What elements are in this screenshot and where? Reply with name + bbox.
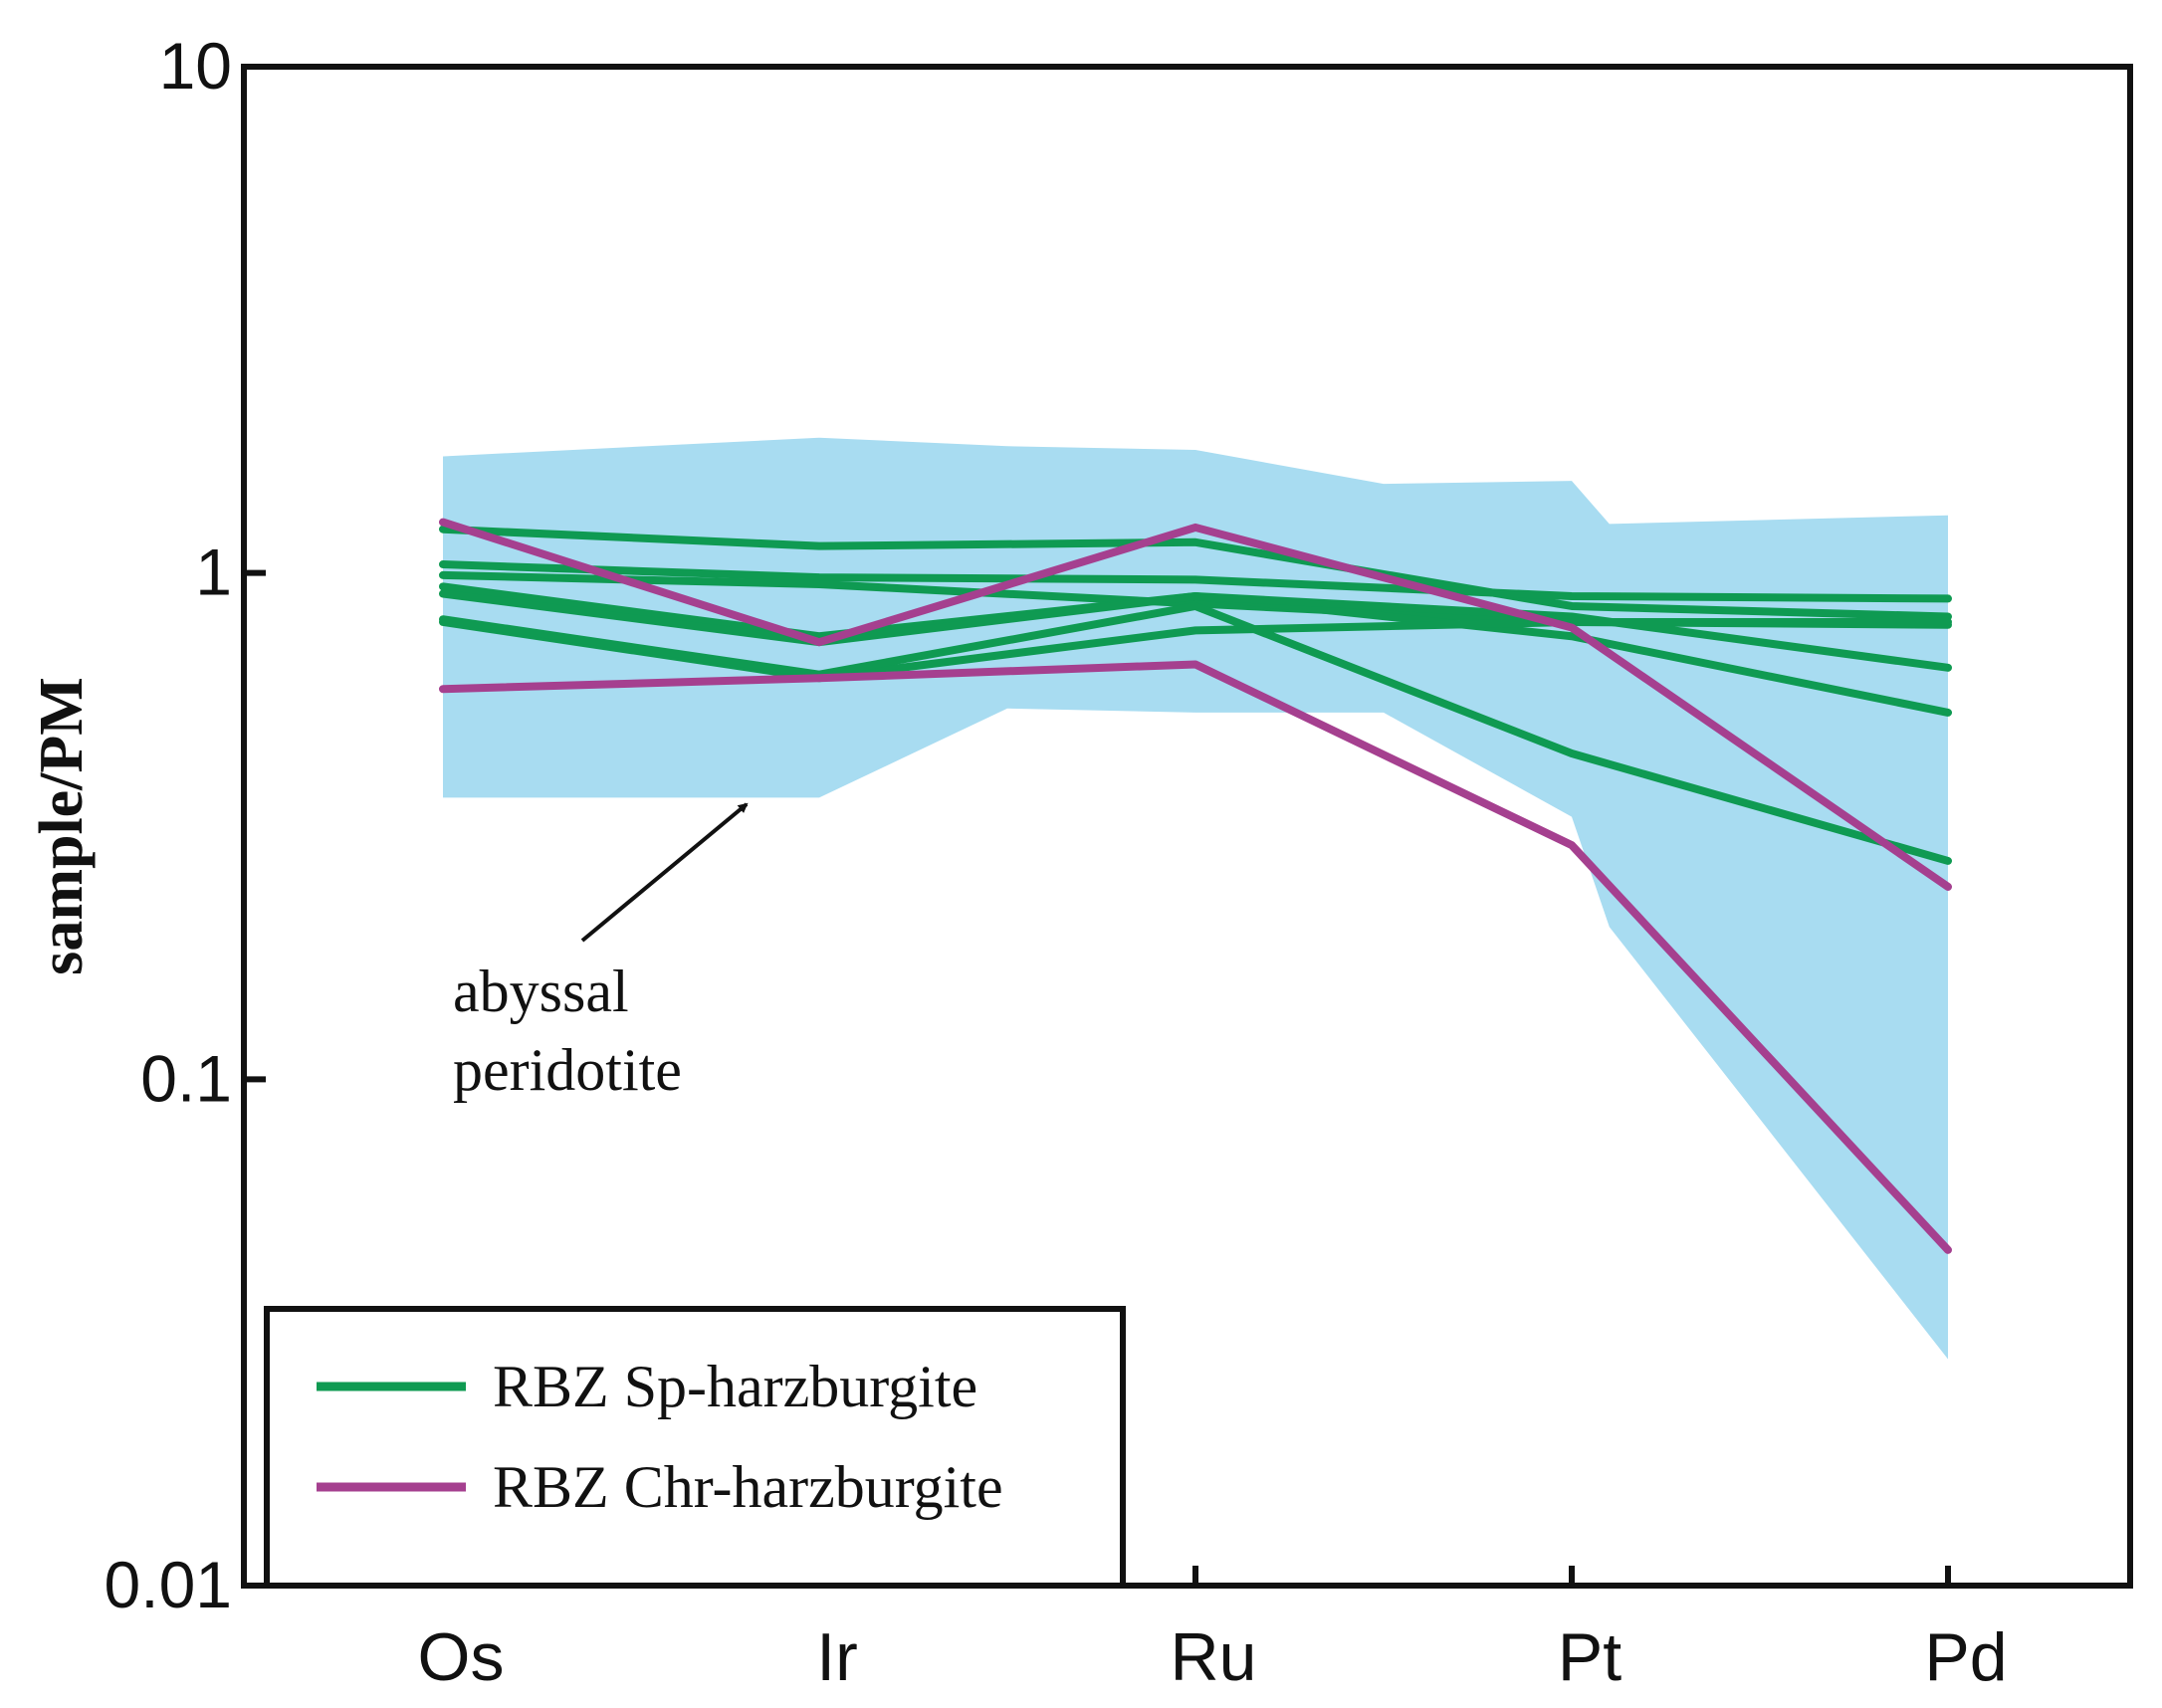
annotation-arrow: [580, 802, 749, 943]
abyssal-peridotite-band-layer: [443, 437, 1948, 1360]
y-axis-title: sample/PM: [28, 677, 96, 975]
x-axis-ticks: Os Ir Ru Pt Pd: [418, 1566, 2008, 1695]
x-tick-label-ir: Ir: [816, 1619, 858, 1695]
legend-label-chr: RBZ Chr-harzburgite: [493, 1454, 1003, 1520]
series-line-sp-4: [439, 589, 1952, 672]
annotation-line-2: peridotite: [453, 1037, 682, 1103]
y-tick-label-1: 1: [195, 535, 232, 609]
abyssal-peridotite-band: [443, 437, 1948, 1360]
series-line-chr-8: [439, 660, 1952, 1254]
legend-label-sp: RBZ Sp-harzburgite: [493, 1354, 977, 1419]
y-tick-label-0: 10: [159, 29, 232, 103]
y-tick-label-3: 0.01: [105, 1548, 232, 1621]
x-tick-label-ru: Ru: [1171, 1619, 1257, 1695]
series-line-chr-7: [439, 518, 1952, 891]
series-layer: [439, 518, 1952, 1254]
x-tick-label-pd: Pd: [1924, 1619, 2007, 1695]
annotation-line-1: abyssal: [453, 959, 629, 1024]
legend: RBZ Sp-harzburgite RBZ Chr-harzburgite: [264, 1306, 1126, 1589]
series-line-sp-0: [439, 525, 1952, 621]
x-tick-label-pt: Pt: [1558, 1619, 1622, 1695]
y-axis-ticks: 10 1 0.1 0.01: [105, 29, 266, 1621]
plot-frame: [241, 64, 2133, 1589]
y-tick-label-2: 0.1: [140, 1041, 232, 1115]
legend-box: [264, 1306, 1126, 1589]
x-tick-label-os: Os: [418, 1619, 505, 1695]
series-line-sp-1: [439, 560, 1952, 603]
series-line-sp-6: [439, 601, 1952, 865]
